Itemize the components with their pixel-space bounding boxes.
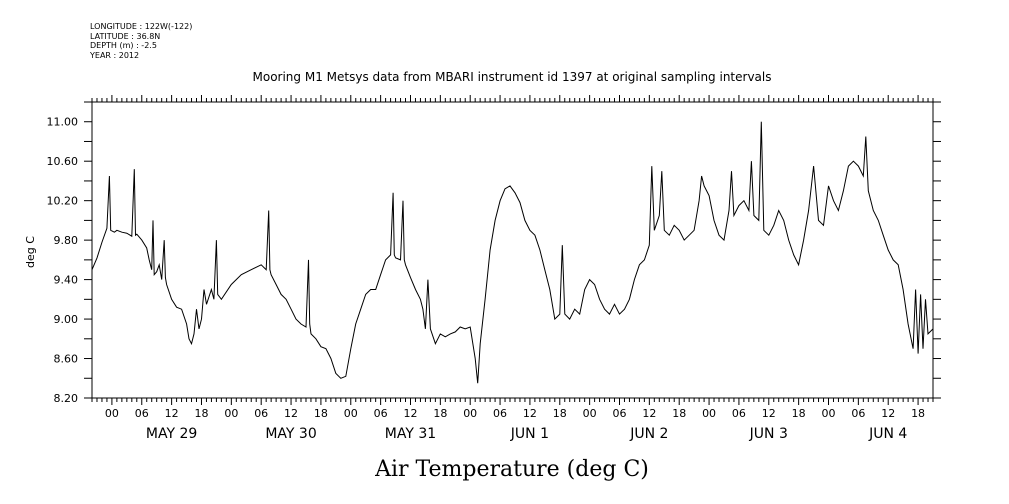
x-hour-label: 12 (403, 407, 417, 420)
latitude-text: LATITUDE : 36.8N (90, 31, 161, 41)
x-hour-label: 00 (463, 407, 477, 420)
y-axis-label: deg C (24, 236, 37, 268)
x-hour-label: 06 (135, 407, 149, 420)
series-line (91, 121, 934, 384)
y-tick-label: 10.60 (47, 155, 79, 168)
x-hour-label: 12 (642, 407, 656, 420)
x-day-label: MAY 30 (265, 426, 316, 442)
x-hour-label: 06 (374, 407, 388, 420)
x-hour-label: 00 (702, 407, 716, 420)
metadata-block: LONGITUDE : 122W(-122) LATITUDE : 36.8N … (90, 22, 192, 60)
x-hour-label: 18 (553, 407, 567, 420)
x-hour-label: 12 (881, 407, 895, 420)
x-hour-label: 00 (583, 407, 597, 420)
x-day-label: MAY 31 (385, 426, 436, 442)
longitude-text: LONGITUDE : 122W(-122) (90, 22, 193, 31)
y-tick-label: 9.80 (54, 234, 79, 247)
x-hour-label: 06 (254, 407, 268, 420)
x-hour-label: 18 (194, 407, 208, 420)
x-hour-label: 00 (821, 407, 835, 420)
x-day-label: JUN 3 (749, 426, 788, 442)
y-tick-label: 8.20 (54, 392, 79, 405)
x-hour-label: 06 (493, 407, 507, 420)
y-tick-label: 10.20 (47, 195, 79, 208)
x-hour-label: 12 (762, 407, 776, 420)
x-day-label: JUN 2 (629, 426, 668, 442)
series-layer (91, 121, 934, 384)
x-hour-label: 00 (105, 407, 119, 420)
bottom-title: Air Temperature (deg C) (374, 457, 649, 482)
x-hour-label: 18 (911, 407, 925, 420)
axes: 8.20 8.60 9.00 9.40 9.80 10.20 10.60 11.00 00 06 1… (47, 95, 941, 442)
x-hour-label: 18 (314, 407, 328, 420)
x-hour-label: 06 (612, 407, 626, 420)
plot-frame (91, 101, 934, 399)
x-hour-label: 18 (672, 407, 686, 420)
x-hour-label: 12 (165, 407, 179, 420)
y-tick-label: 11.00 (47, 116, 79, 129)
x-hour-label: 00 (344, 407, 358, 420)
y-tick-label: 9.00 (54, 313, 79, 326)
x-day-label: MAY 29 (146, 426, 197, 442)
chart-title: Mooring M1 Metsys data from MBARI instru… (253, 70, 772, 84)
y-tick-label: 9.40 (54, 274, 79, 287)
depth-text: DEPTH (m) : -2.5 (90, 41, 157, 50)
x-hour-label: 18 (433, 407, 447, 420)
x-day-label: JUN 4 (868, 426, 907, 442)
x-hour-label: 12 (284, 407, 298, 420)
x-hour-label: 06 (851, 407, 865, 420)
x-hour-label: 00 (224, 407, 238, 420)
x-hour-label: 18 (792, 407, 806, 420)
x-hour-label: 12 (523, 407, 537, 420)
x-hour-label: 06 (732, 407, 746, 420)
x-day-label: JUN 1 (510, 426, 549, 442)
year-text: YEAR : 2012 (90, 50, 140, 60)
y-tick-label: 8.60 (54, 353, 79, 366)
